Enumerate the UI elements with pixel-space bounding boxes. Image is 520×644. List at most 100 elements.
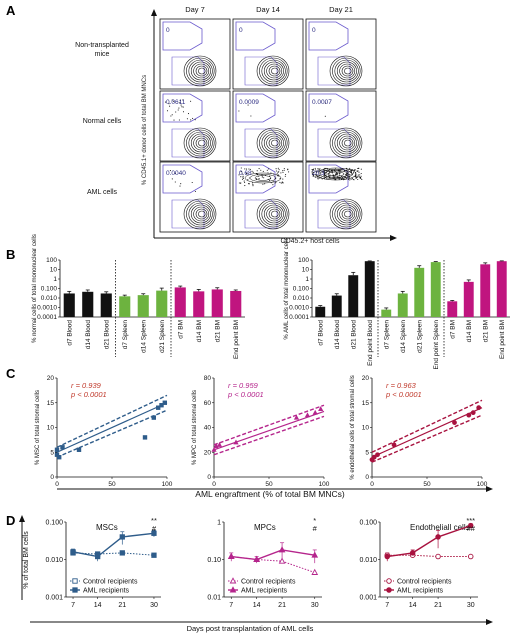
data-point — [304, 412, 311, 418]
category-label: d14 Spleen — [400, 320, 407, 353]
event-dot — [251, 170, 253, 172]
gate-polygon — [162, 164, 203, 194]
event-dot — [345, 177, 347, 179]
significance-star: ** — [151, 516, 157, 525]
bar — [82, 291, 94, 317]
event-dot — [243, 180, 245, 182]
d-ylabel: % of total BM cells — [23, 531, 30, 589]
event-dot — [258, 168, 260, 170]
category-label: d7 BM — [449, 320, 456, 339]
panel-label-a: A — [6, 3, 16, 18]
confidence-band-lower — [56, 409, 168, 458]
event-dot — [318, 174, 320, 176]
event-dot — [191, 181, 193, 184]
data-point — [142, 435, 148, 440]
event-dot — [328, 172, 330, 175]
y-tick-label: 5 — [365, 449, 369, 456]
event-dot — [319, 168, 321, 170]
event-dot — [277, 167, 279, 169]
c-ylabel: % MSC of total stromal cells — [35, 390, 41, 465]
contour-line — [186, 129, 215, 157]
event-dot — [268, 168, 270, 170]
event-dot — [323, 167, 325, 169]
event-dot — [166, 110, 169, 112]
contour-line — [256, 55, 290, 87]
event-dot — [327, 170, 329, 172]
event-dot — [353, 169, 355, 171]
panel-b-bar-charts: 100 10 1 0.100 0.010 0.0010 0.0001 d7 Blood d14 … — [32, 234, 510, 370]
bar — [230, 290, 242, 317]
legend-aml-label: AML recipients — [397, 588, 444, 595]
category-label: d21 Blood — [103, 320, 110, 350]
event-dot — [178, 119, 180, 121]
bar — [496, 261, 507, 317]
aml-series-line — [231, 549, 315, 561]
event-dot — [171, 114, 173, 116]
bar — [381, 309, 392, 317]
subplot-title: MPCs — [254, 523, 276, 532]
data-marker — [386, 587, 392, 593]
y-arrowhead — [151, 9, 157, 16]
event-dot — [342, 177, 344, 179]
event-dot — [179, 101, 181, 103]
data-point — [54, 452, 60, 457]
gate-percentage: 0 — [312, 27, 316, 34]
y-tick-label: 15 — [362, 400, 370, 407]
event-dot — [312, 168, 315, 170]
data-point — [216, 442, 223, 447]
contour-line — [188, 59, 213, 83]
aml-contour — [244, 172, 282, 184]
event-dot — [272, 180, 274, 182]
contour-line — [259, 129, 288, 157]
aml-contour — [315, 167, 357, 181]
y-tick-label: 0.100 — [359, 520, 377, 527]
contour-line — [186, 57, 215, 85]
d-y-arrowhead — [19, 515, 25, 522]
gate-polygon — [308, 21, 349, 51]
event-dot — [283, 167, 285, 170]
contour-line — [183, 198, 217, 230]
gate-percentage: 0 — [239, 27, 243, 34]
c-ylabel: % endothelial cells of total stromal cel… — [350, 375, 356, 479]
aml-contour — [319, 169, 353, 180]
data-marker — [119, 534, 125, 540]
contour-line — [256, 198, 290, 230]
p-value: p < 0.0001 — [385, 390, 422, 399]
row-label: Non-transplanted — [75, 42, 129, 49]
category-label: d21 Blood — [350, 320, 357, 350]
x-tick-label: 21 — [278, 602, 286, 609]
event-dot — [272, 184, 274, 186]
event-dot — [326, 170, 328, 172]
event-dot — [338, 177, 340, 179]
event-dot — [282, 182, 284, 184]
event-dot — [279, 181, 281, 183]
event-dot — [174, 181, 176, 183]
event-dot — [350, 170, 352, 172]
category-label: d7 Spleen — [122, 320, 129, 350]
event-dot — [258, 178, 260, 180]
event-dot — [252, 171, 254, 173]
category-label: d14 Blood — [334, 320, 341, 350]
x-tick-label: 100 — [477, 481, 488, 488]
event-dot — [346, 170, 348, 172]
category-label: d14 Blood — [85, 320, 92, 350]
event-dot — [276, 175, 278, 177]
data-point — [470, 410, 476, 416]
x-tick-label: 50 — [423, 481, 431, 488]
event-dot — [359, 177, 361, 179]
event-dot — [275, 170, 277, 172]
bar — [430, 262, 441, 317]
event-dot — [357, 170, 359, 172]
event-dot — [350, 178, 352, 180]
confidence-band-upper — [213, 404, 325, 446]
event-dot — [352, 178, 354, 181]
day-header: Day 14 — [256, 5, 280, 14]
event-dot — [247, 179, 249, 181]
event-dot — [187, 113, 190, 115]
event-dot — [360, 175, 362, 177]
event-dot — [340, 170, 342, 173]
aml-series-line — [72, 532, 155, 558]
event-dot — [282, 171, 284, 173]
event-dot — [358, 176, 361, 178]
